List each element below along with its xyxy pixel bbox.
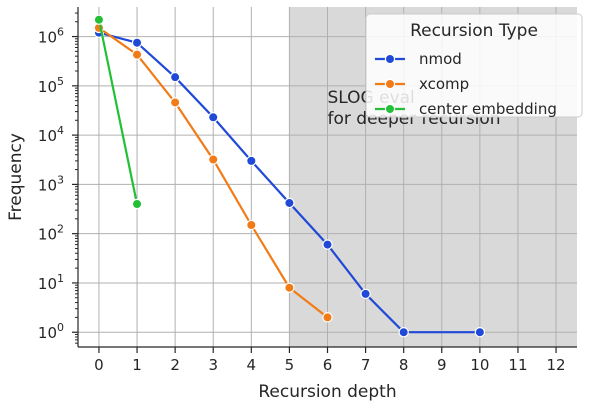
x-tick-label: 10 xyxy=(470,356,489,374)
series-lines xyxy=(93,14,486,338)
x-tick-label: 7 xyxy=(361,356,371,374)
x-tick-label: 1 xyxy=(132,356,142,374)
data-point xyxy=(93,14,105,25)
legend-label: center embedding xyxy=(419,100,557,118)
legend-box xyxy=(365,13,583,118)
legend-item: center embedding xyxy=(375,100,557,118)
y-tick-label: 105 xyxy=(38,75,64,96)
y-axis-title: Frequency xyxy=(6,133,26,221)
x-tick-label: 4 xyxy=(247,356,257,374)
series-center-embedding xyxy=(93,14,143,210)
data-point xyxy=(131,198,143,210)
legend-item: xcomp xyxy=(375,75,469,93)
x-axis-title: Recursion depth xyxy=(258,382,396,402)
series-xcomp xyxy=(93,22,333,323)
y-tick-label: 103 xyxy=(38,173,64,194)
y-tick-label: 102 xyxy=(38,223,64,244)
y-tick-label: 104 xyxy=(38,124,64,145)
series-line xyxy=(98,31,480,334)
data-point xyxy=(360,288,371,300)
x-tick-label: 8 xyxy=(399,356,409,374)
legend: Recursion Type nmod xcomp center embedding xyxy=(365,13,583,118)
y-tick-label: 106 xyxy=(38,26,64,47)
data-point xyxy=(169,97,181,108)
x-tick-label: 0 xyxy=(94,356,104,374)
x-tick-label: 9 xyxy=(437,356,447,374)
x-tick-label: 5 xyxy=(285,356,295,374)
data-point xyxy=(208,112,219,123)
legend-title: Recursion Type xyxy=(410,21,538,41)
x-tick-label: 11 xyxy=(508,356,527,374)
series-line xyxy=(97,19,139,205)
legend-marker xyxy=(384,53,396,65)
data-point xyxy=(208,154,219,165)
data-point xyxy=(474,327,486,338)
x-tick-label: 3 xyxy=(208,356,218,374)
data-point xyxy=(284,282,295,293)
legend-label: xcomp xyxy=(419,75,469,93)
x-tick-label: 12 xyxy=(547,356,566,374)
x-tick-label: 6 xyxy=(323,356,333,374)
series-nmod xyxy=(93,27,486,338)
data-point xyxy=(322,312,333,323)
legend-marker xyxy=(384,103,396,115)
legend-marker xyxy=(384,78,396,90)
legend-label: nmod xyxy=(419,50,462,68)
data-point xyxy=(246,219,257,231)
y-tick-label: 101 xyxy=(38,272,64,293)
data-point xyxy=(246,155,257,167)
data-point xyxy=(284,197,295,209)
data-point xyxy=(131,49,143,60)
y-tick-label: 100 xyxy=(38,321,64,342)
data-point xyxy=(322,239,333,250)
x-tick-label: 2 xyxy=(170,356,180,374)
data-point xyxy=(398,327,409,338)
data-point xyxy=(169,71,181,83)
legend-item: nmod xyxy=(375,50,462,68)
data-point xyxy=(131,37,143,48)
